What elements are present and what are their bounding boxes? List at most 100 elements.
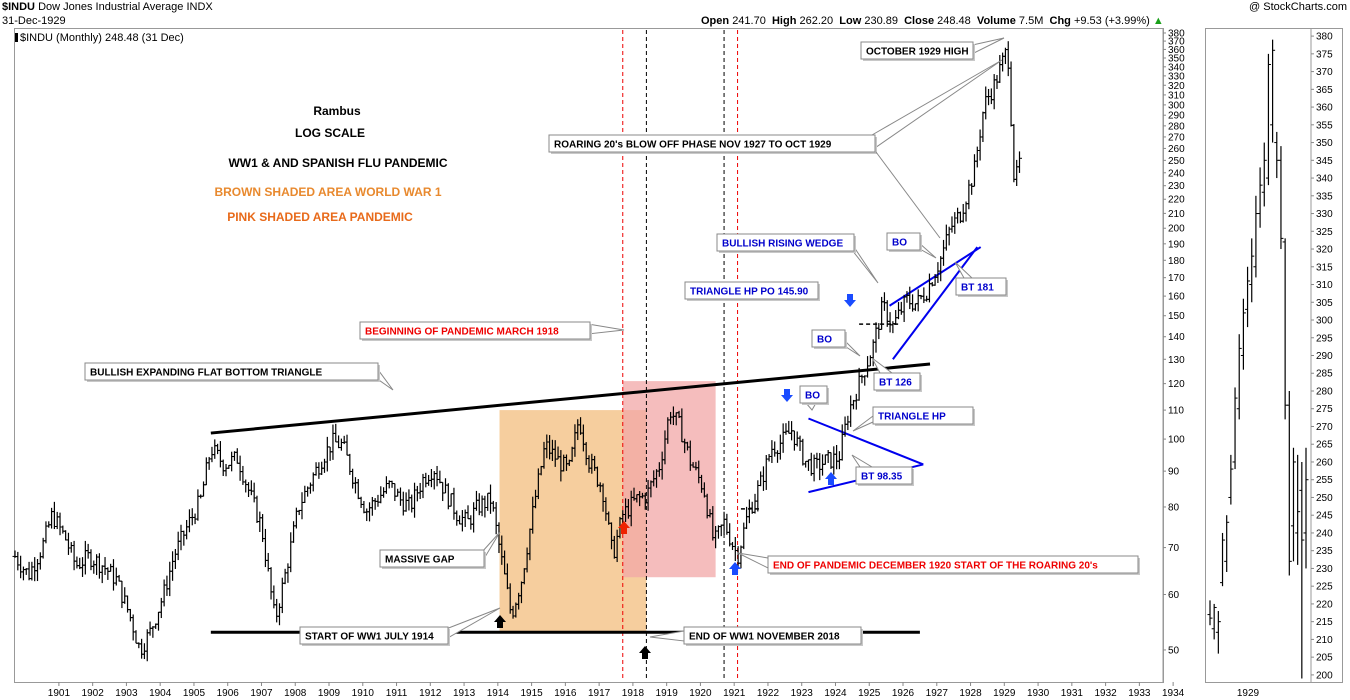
inset-price-bar: [1211, 603, 1217, 640]
callout-box: [379, 549, 485, 568]
callout-text: OCTOBER 1929 HIGH: [866, 47, 969, 58]
inset-y-tick-label: 305: [1316, 298, 1333, 309]
price-bar: [136, 642, 142, 649]
price-bar: [20, 566, 26, 581]
price-bar: [901, 294, 907, 322]
inset-y-tick-label: 315: [1316, 262, 1333, 273]
callout-box: [683, 626, 862, 645]
price-bar: [139, 638, 145, 659]
price-bar: [924, 295, 930, 302]
blow-off-phase-callout: ROARING 20's BLOW OFF PHASE NOV 1927 TO …: [548, 59, 1003, 154]
price-bar: [352, 477, 358, 494]
chart-subject: WW1 & AND SPANISH FLU PANDEMIC: [228, 156, 447, 170]
price-bar: [220, 459, 226, 476]
triangle-bottom-arrow-icon: [825, 472, 837, 485]
inset-y-tick-label: 210: [1316, 635, 1333, 646]
x-tick-label: 1919: [656, 688, 679, 699]
price-bar: [257, 511, 263, 533]
x-tick-label: 1901: [48, 688, 71, 699]
price-bar: [383, 476, 389, 494]
y-tick-label: 370: [1168, 37, 1185, 48]
inset-y-tick-label: 220: [1316, 599, 1333, 610]
price-bar: [403, 492, 409, 512]
x-tick-label: 1914: [487, 688, 510, 699]
price-bar: [780, 423, 786, 453]
price-bar: [161, 579, 167, 607]
price-bar: [744, 506, 750, 530]
price-bar: [715, 525, 721, 539]
price-bar: [732, 536, 738, 561]
callout-box: [811, 329, 846, 348]
callout-pointer: [737, 552, 769, 569]
wedge-lower-line: [892, 246, 979, 360]
triangle-objective-callout: TRIANGLE HP PO 145.90: [684, 281, 820, 301]
price-bar: [178, 524, 184, 551]
inset-y-tick-label: 335: [1316, 191, 1333, 202]
price-bar: [313, 462, 319, 476]
price-bar: [831, 446, 837, 475]
pandemic-end-arrow-icon: [729, 562, 741, 575]
price-bar: [941, 239, 947, 266]
price-bar: [344, 434, 350, 456]
price-bar: [127, 608, 133, 622]
price-bar: [248, 480, 254, 496]
inset-y-tick-label: 230: [1316, 564, 1333, 575]
price-bar: [63, 530, 69, 541]
y-tick-label: 180: [1168, 256, 1185, 267]
ww1-shaded-area: [499, 410, 647, 633]
price-bar: [164, 575, 170, 596]
y-tick-label: 120: [1168, 379, 1185, 390]
price-bar: [29, 561, 35, 581]
price-bar: [133, 630, 139, 644]
price-bar: [865, 356, 871, 378]
price-bar: [414, 485, 420, 502]
price-bar: [482, 495, 488, 518]
inset-price-bar: [1299, 461, 1305, 679]
inset-y-tick-label: 240: [1316, 528, 1333, 539]
price-bar: [18, 555, 24, 579]
inset-y-tick-label: 380: [1316, 32, 1333, 43]
price-bar: [330, 424, 336, 460]
price-bar: [760, 466, 766, 491]
october-1929-high-callout: OCTOBER 1929 HIGH: [860, 37, 1005, 61]
x-tick-label: 1904: [149, 688, 172, 699]
x-tick-label: 1918: [622, 688, 645, 699]
inset-price-bar: [1286, 390, 1292, 576]
inset-y-tick-label: 355: [1316, 120, 1333, 131]
x-tick-label: 1926: [892, 688, 915, 699]
y-tick-label: 100: [1168, 435, 1185, 446]
triangle-hp-callout: TRIANGLE HP: [852, 406, 975, 432]
inset-y-tick-label: 320: [1316, 245, 1333, 256]
ww1-start-callout: START OF WW1 JULY 1914: [299, 607, 501, 646]
x-tick-label: 1934: [1162, 688, 1185, 699]
inset-y-tick-label: 235: [1316, 546, 1333, 557]
price-bar: [966, 179, 972, 210]
price-bar: [307, 482, 313, 494]
price-bar: [397, 487, 403, 506]
triangle-top-arrow-icon: [781, 389, 793, 402]
price-bar: [35, 558, 41, 582]
price-bar: [887, 312, 893, 333]
price-bar: [820, 454, 826, 476]
price-bar: [921, 287, 927, 304]
x-tick-label: 1930: [1027, 688, 1050, 699]
inset-price-bar: [1303, 447, 1309, 569]
price-bar: [276, 603, 282, 626]
callout-text: BULLISH RISING WEDGE: [722, 239, 843, 250]
callout-text: END OF PANDEMIC DECEMBER 1920 START OF T…: [773, 561, 1098, 572]
price-bar: [26, 561, 32, 581]
price-bar: [997, 54, 1003, 83]
price-bar: [130, 614, 136, 641]
price-bar: [251, 482, 257, 503]
price-bar: [448, 493, 454, 507]
y-tick-label: 80: [1168, 502, 1180, 513]
price-bar: [71, 540, 77, 571]
price-bar: [758, 471, 764, 487]
price-bar: [912, 303, 918, 311]
x-tick-label: 1910: [352, 688, 375, 699]
price-bar: [791, 430, 797, 451]
inset-price-bar: [1232, 387, 1238, 470]
price-bar: [262, 528, 268, 568]
price-bar: [102, 557, 108, 575]
